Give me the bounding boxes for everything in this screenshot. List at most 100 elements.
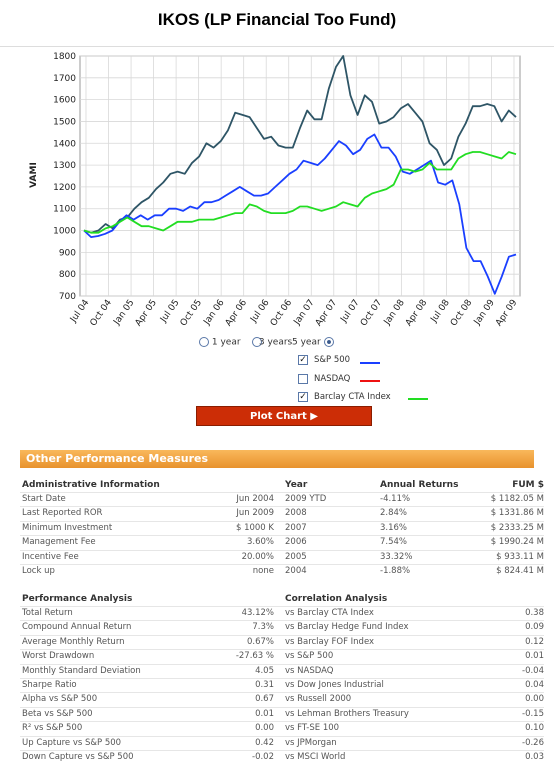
plot-area — [79, 55, 521, 297]
legend-barclay-swatch — [408, 398, 428, 400]
admin-label: Start Date — [22, 494, 66, 504]
annual-return: 7.54% — [380, 537, 408, 548]
row-divider — [20, 606, 544, 607]
x-tick-label: Apr 08 — [404, 298, 429, 328]
row-divider — [20, 620, 544, 622]
performance-label: Alpha vs S&P 500 — [22, 694, 98, 705]
row-divider — [20, 706, 544, 708]
period-1-year-label: 1 year — [211, 337, 241, 348]
admin-value: none — [252, 566, 274, 576]
row-divider — [20, 492, 544, 493]
radio-1-year[interactable] — [199, 337, 209, 347]
y-tick-label: 700 — [59, 292, 76, 302]
title-divider — [0, 46, 554, 47]
performance-value: 0.00 — [255, 723, 274, 734]
period-5-years[interactable]: 5 year — [292, 337, 334, 348]
performance-label: Up Capture vs S&P 500 — [22, 737, 122, 748]
correlation-value: 0.38 — [525, 608, 544, 618]
annual-return: 33.32% — [380, 551, 413, 562]
row-divider — [20, 735, 544, 737]
vami-chart: 700 800 900 1000 1100 1200 1300 1400 1500 1600 170… — [29, 52, 521, 328]
correlation-label: vs Russell 2000 — [285, 694, 352, 705]
y-tick-label: 900 — [59, 248, 76, 258]
row-divider — [20, 678, 544, 679]
annual-fum: $ 1182.05 M — [490, 494, 544, 504]
annual-fum: $ 1990.24 M — [490, 537, 544, 548]
row-divider — [20, 692, 544, 694]
x-tick-label: Apr 07 — [314, 298, 339, 328]
admin-label: Management Fee — [22, 537, 96, 548]
admin-value: 3.60% — [246, 537, 274, 548]
page-title: IKOS (LP Financial Too Fund) — [157, 10, 397, 29]
correlation-label: vs Barclay Hedge Fund Index — [285, 622, 409, 633]
performance-label: Monthly Standard Deviation — [22, 665, 141, 676]
correlation-label: vs Barclay FOF Index — [285, 636, 375, 647]
x-tick-label: Jan 08 — [382, 298, 407, 328]
legend-nasdaq-label: NASDAQ — [314, 374, 351, 384]
admin-label: Last Reported ROR — [22, 508, 103, 519]
performance-label: R² vs S&P 500 — [22, 723, 83, 734]
x-tick-label: Jan 07 — [292, 298, 317, 328]
year-header: Year — [285, 480, 308, 490]
x-tick-label: Oct 06 — [269, 298, 294, 328]
returns-header: Annual Returns — [380, 480, 459, 490]
x-tick-label: Oct 08 — [449, 298, 474, 328]
radio-5-year-selected[interactable] — [323, 337, 334, 347]
performance-value: -27.63 % — [235, 651, 274, 662]
correlation-label: vs Dow Jones Industrial — [285, 680, 384, 690]
period-1-year[interactable]: 1 year — [199, 337, 241, 348]
fum-header: FUM $ — [512, 480, 544, 490]
legend-barclay-label: Barclay CTA Index — [314, 392, 391, 402]
correlation-label: vs JPMorgan — [285, 737, 337, 748]
series-line-barclay-cta-index — [83, 151, 517, 234]
row-divider — [20, 721, 544, 723]
x-tick-label: Jul 05 — [158, 298, 181, 325]
y-tick-label: 1400 — [53, 139, 76, 149]
correlation-label: vs Barclay CTA Index — [285, 608, 374, 618]
admin-label: Minimum Investment — [22, 522, 113, 533]
x-tick-label: Apr 09 — [494, 298, 519, 328]
performance-value: 0.67% — [246, 636, 274, 647]
chart-lines — [83, 55, 517, 295]
performance-label: Compound Annual Return — [22, 622, 132, 633]
y-tick-label: 1700 — [53, 74, 76, 84]
annual-year: 2008 — [285, 508, 307, 519]
performance-label: Average Monthly Return — [22, 636, 125, 647]
sp500-checkbox[interactable]: ✓ — [298, 355, 308, 365]
correlation-label: vs S&P 500 — [285, 651, 334, 662]
x-tick-label: Oct 05 — [179, 298, 204, 328]
period-3-years[interactable]: 3 years — [252, 337, 292, 348]
performance-value: 43.12% — [241, 608, 274, 618]
barclay-cta-checkbox[interactable]: ✓ — [298, 392, 308, 402]
y-tick-label: 1300 — [53, 161, 76, 171]
x-tick-label: Oct 04 — [89, 298, 114, 328]
y-tick-label: 1100 — [53, 205, 76, 215]
x-tick-label: Oct 07 — [359, 298, 384, 328]
performance-value: 0.01 — [255, 708, 274, 719]
series-line-ikos — [83, 55, 517, 234]
nasdaq-checkbox[interactable] — [298, 374, 308, 384]
admin-value: Jun 2004 — [236, 494, 274, 504]
admin-value: 20.00% — [241, 551, 274, 562]
annual-return: -1.88% — [380, 566, 411, 576]
row-divider — [20, 750, 544, 751]
correlation-value: -0.04 — [522, 665, 544, 676]
y-tick-label: 1000 — [53, 227, 76, 237]
row-divider — [20, 663, 544, 665]
y-tick-label: 1200 — [53, 183, 76, 193]
admin-header: Administrative Information — [22, 480, 160, 490]
row-divider — [20, 649, 544, 651]
plot-chart-button[interactable]: Plot Chart ▶ — [196, 406, 372, 426]
correlation-value: 0.10 — [525, 723, 544, 734]
row-divider — [20, 634, 544, 636]
admin-value: Jun 2009 — [236, 508, 274, 519]
annual-return: 2.84% — [380, 508, 408, 519]
x-tick-label: Jul 06 — [248, 298, 271, 325]
performance-value: 0.42 — [255, 737, 274, 748]
correlation-value: 0.00 — [525, 694, 544, 705]
performance-value: 0.31 — [255, 680, 274, 690]
admin-value: $ 1000 K — [235, 522, 274, 533]
x-tick-label: Apr 06 — [224, 298, 249, 328]
row-divider — [20, 520, 544, 522]
